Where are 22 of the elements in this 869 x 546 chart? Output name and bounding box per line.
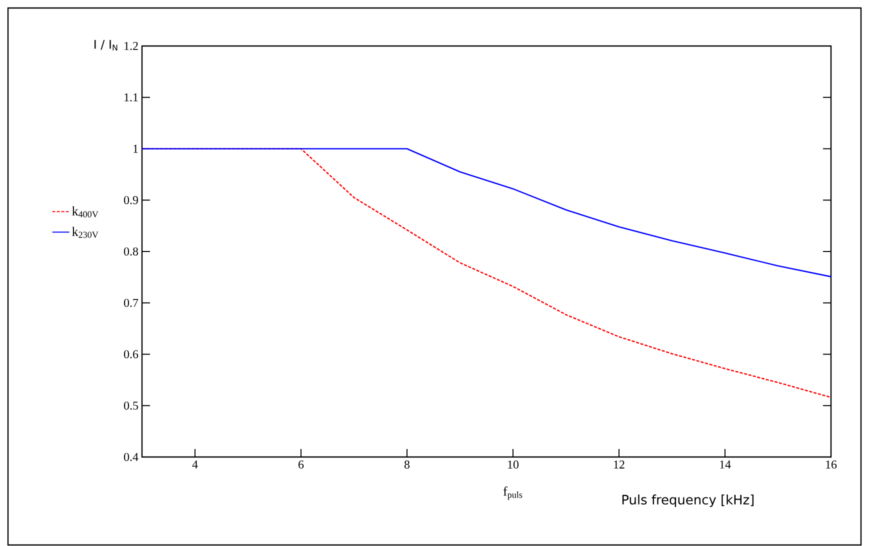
y-tick-label: 1 [134,145,138,153]
line-series [141,148,832,278]
y-tick-label: 0.4 [124,453,138,462]
x-tick-label: 16 [826,460,837,469]
x-tick-label: 8 [404,460,410,469]
x-axis-title: f$_{puls}$ [503,486,522,500]
x-tick-label: 12 [614,460,624,469]
y-tick-label: 1.2 [124,42,138,50]
y-tick-label: 1.1 [124,94,138,102]
x-tick-label: 10 [508,460,519,469]
y-tick-label: 0.7 [124,299,138,308]
y-tick-label: 0.9 [124,196,138,204]
y-tick-label: 0.6 [124,350,138,359]
legend-label: k$_{230V}$ [72,227,98,238]
legend-label: k$_{400V}$ [72,206,98,218]
y-axis-title: I / I$_{N}$ [94,40,118,51]
x-tick-label: 14 [720,460,731,469]
x-tick-label: 4 [192,460,198,469]
y-tick-label: 0.8 [124,248,138,256]
y-tick-label: 0.5 [124,402,138,410]
text: Puls frequency [kHz] [622,494,754,508]
x-tick-label: 6 [298,460,304,469]
